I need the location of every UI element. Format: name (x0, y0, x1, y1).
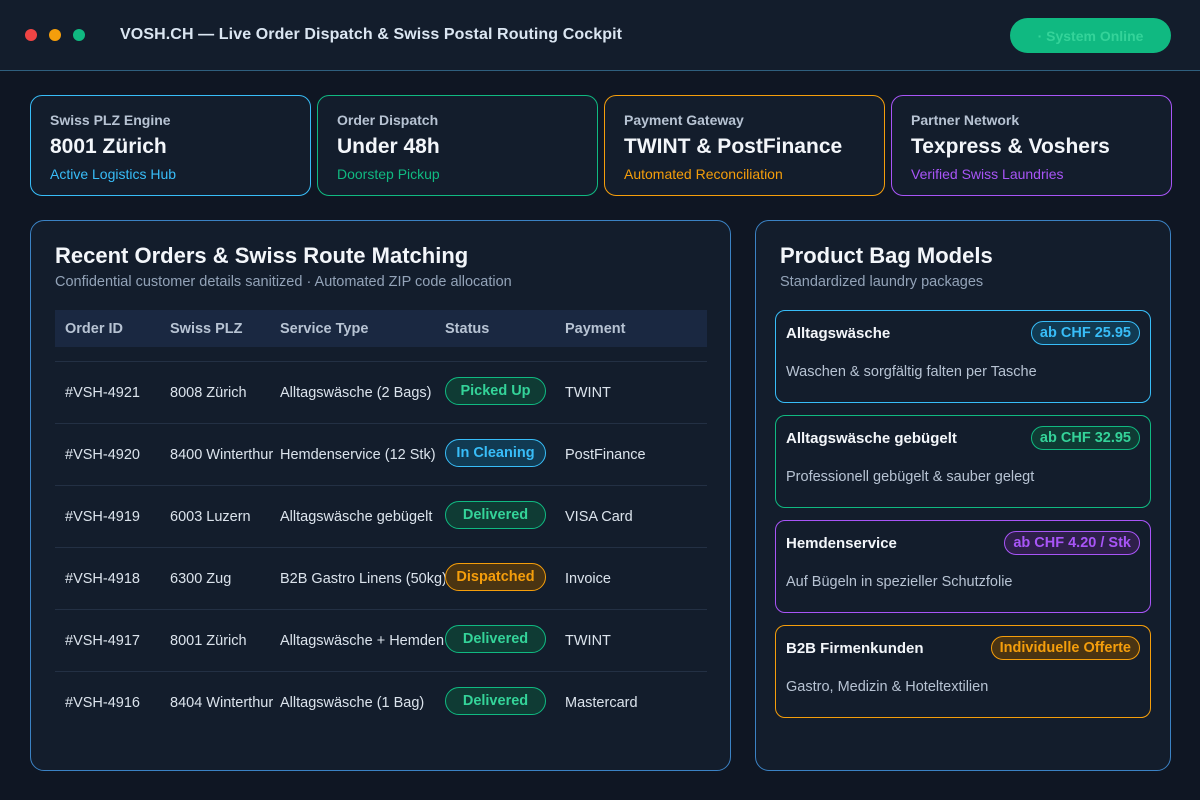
column-header-payment[interactable]: Payment (565, 321, 626, 337)
order-service: Alltagswäsche (2 Bags) (280, 385, 432, 401)
product-name: B2B Firmenkunden (786, 640, 924, 657)
orders-title: Recent Orders & Swiss Route Matching (55, 243, 469, 268)
table-row[interactable]: #VSH-4920 8400 Winterthur Hemdenservice … (55, 423, 707, 485)
order-id: #VSH-4917 (65, 633, 140, 649)
window-minimize-dot[interactable] (49, 29, 61, 41)
kpi-subtext: Verified Swiss Laundries (911, 166, 1064, 182)
order-id: #VSH-4918 (65, 571, 140, 587)
order-payment: Invoice (565, 571, 611, 587)
order-payment: TWINT (565, 385, 611, 401)
product-card-b2b-firmenkunden[interactable]: B2B Firmenkunden Individuelle Offerte Ga… (775, 625, 1151, 718)
price-badge: ab CHF 4.20 / Stk (1004, 531, 1140, 555)
order-payment: VISA Card (565, 509, 633, 525)
products-panel: Product Bag Models Standardized laundry … (755, 220, 1171, 771)
status-badge: Dispatched (445, 563, 546, 591)
status-badge: Delivered (445, 625, 546, 653)
kpi-subtext: Active Logistics Hub (50, 166, 177, 182)
status-badge: In Cleaning (445, 439, 546, 467)
order-payment: Mastercard (565, 695, 638, 711)
price-badge: ab CHF 32.95 (1030, 426, 1140, 450)
products-title: Product Bag Models (780, 243, 993, 268)
product-card-alltagswaesche-gebuegelt[interactable]: Alltagswäsche gebügelt ab CHF 32.95 Prof… (775, 415, 1151, 508)
table-row[interactable]: #VSH-4921 8008 Zürich Alltagswäsche (2 B… (55, 361, 707, 423)
orders-subtitle: Confidential customer details sanitized … (55, 274, 512, 290)
order-plz: 6003 Luzern (170, 509, 251, 525)
table-row[interactable]: #VSH-4917 8001 Zürich Alltagswäsche + He… (55, 609, 707, 671)
order-service: B2B Gastro Linens (50kg) (280, 571, 445, 587)
order-id: #VSH-4921 (65, 385, 140, 401)
products-subtitle: Standardized laundry packages (780, 274, 984, 290)
orders-panel: Recent Orders & Swiss Route Matching Con… (30, 220, 731, 771)
column-header-service-type[interactable]: Service Type (280, 321, 369, 337)
kpi-card-plz-engine: Swiss PLZ Engine 8001 Zürich Active Logi… (30, 95, 311, 196)
price-badge: ab CHF 25.95 (1030, 321, 1140, 345)
order-payment: TWINT (565, 633, 611, 649)
product-name: Alltagswäsche (786, 325, 891, 342)
kpi-label: Payment Gateway (624, 112, 744, 128)
system-status-badge: · System Online (1010, 18, 1171, 53)
price-badge: Individuelle Offerte (990, 636, 1140, 660)
order-payment: PostFinance (565, 447, 646, 463)
product-name: Hemdenservice (786, 535, 897, 552)
order-id: #VSH-4916 (65, 695, 140, 711)
window-maximize-dot[interactable] (73, 29, 85, 41)
product-description: Professionell gebügelt & sauber gelegt (786, 469, 1035, 485)
status-badge: Delivered (445, 687, 546, 715)
orders-table-header: Order ID Swiss PLZ Service Type Status P… (55, 310, 707, 347)
order-service: Alltagswäsche gebügelt (280, 509, 433, 525)
order-service: Hemdenservice (12 Stk) (280, 447, 436, 463)
kpi-label: Order Dispatch (337, 112, 439, 128)
kpi-value: TWINT & PostFinance (624, 135, 843, 158)
kpi-label: Partner Network (911, 112, 1020, 128)
product-description: Gastro, Medizin & Hoteltextilien (786, 679, 989, 695)
kpi-label: Swiss PLZ Engine (50, 112, 171, 128)
kpi-card-order-dispatch: Order Dispatch Under 48h Doorstep Pickup (317, 95, 598, 196)
column-header-status[interactable]: Status (445, 321, 490, 337)
status-badge: Picked Up (445, 377, 546, 405)
window-close-dot[interactable] (25, 29, 37, 41)
kpi-value: Under 48h (337, 135, 440, 158)
kpi-subtext: Doorstep Pickup (337, 166, 440, 182)
table-row[interactable]: #VSH-4916 8404 Winterthur Alltagswäsche … (55, 671, 707, 733)
product-card-alltagswaesche[interactable]: Alltagswäsche ab CHF 25.95 Waschen & sor… (775, 310, 1151, 403)
order-id: #VSH-4919 (65, 509, 140, 525)
order-id: #VSH-4920 (65, 447, 140, 463)
table-row[interactable]: #VSH-4919 6003 Luzern Alltagswäsche gebü… (55, 485, 707, 547)
product-card-hemdenservice[interactable]: Hemdenservice ab CHF 4.20 / Stk Auf Büge… (775, 520, 1151, 613)
status-badge: Delivered (445, 501, 546, 529)
product-description: Auf Bügeln in spezieller Schutzfolie (786, 574, 1013, 590)
order-plz: 8404 Winterthur (170, 695, 274, 711)
order-plz: 6300 Zug (170, 571, 232, 587)
column-header-order-id[interactable]: Order ID (65, 321, 124, 337)
order-service: Alltagswäsche (1 Bag) (280, 695, 425, 711)
kpi-card-partner-network: Partner Network Texpress & Voshers Verif… (891, 95, 1172, 196)
order-plz: 8400 Winterthur (170, 447, 274, 463)
kpi-card-payment-gateway: Payment Gateway TWINT & PostFinance Auto… (604, 95, 885, 196)
kpi-subtext: Automated Reconciliation (624, 166, 783, 182)
order-plz: 8001 Zürich (170, 633, 247, 649)
app-title: VOSH.CH — Live Order Dispatch & Swiss Po… (120, 26, 623, 43)
product-description: Waschen & sorgfältig falten per Tasche (786, 364, 1037, 380)
table-row[interactable]: #VSH-4918 6300 Zug B2B Gastro Linens (50… (55, 547, 707, 609)
order-service: Alltagswäsche + Hemden (280, 633, 445, 649)
kpi-value: 8001 Zürich (50, 135, 167, 158)
kpi-value: Texpress & Voshers (911, 135, 1110, 158)
top-bar: VOSH.CH — Live Order Dispatch & Swiss Po… (0, 0, 1200, 71)
order-plz: 8008 Zürich (170, 385, 247, 401)
column-header-swiss-plz[interactable]: Swiss PLZ (170, 321, 243, 337)
product-name: Alltagswäsche gebügelt (786, 430, 957, 447)
